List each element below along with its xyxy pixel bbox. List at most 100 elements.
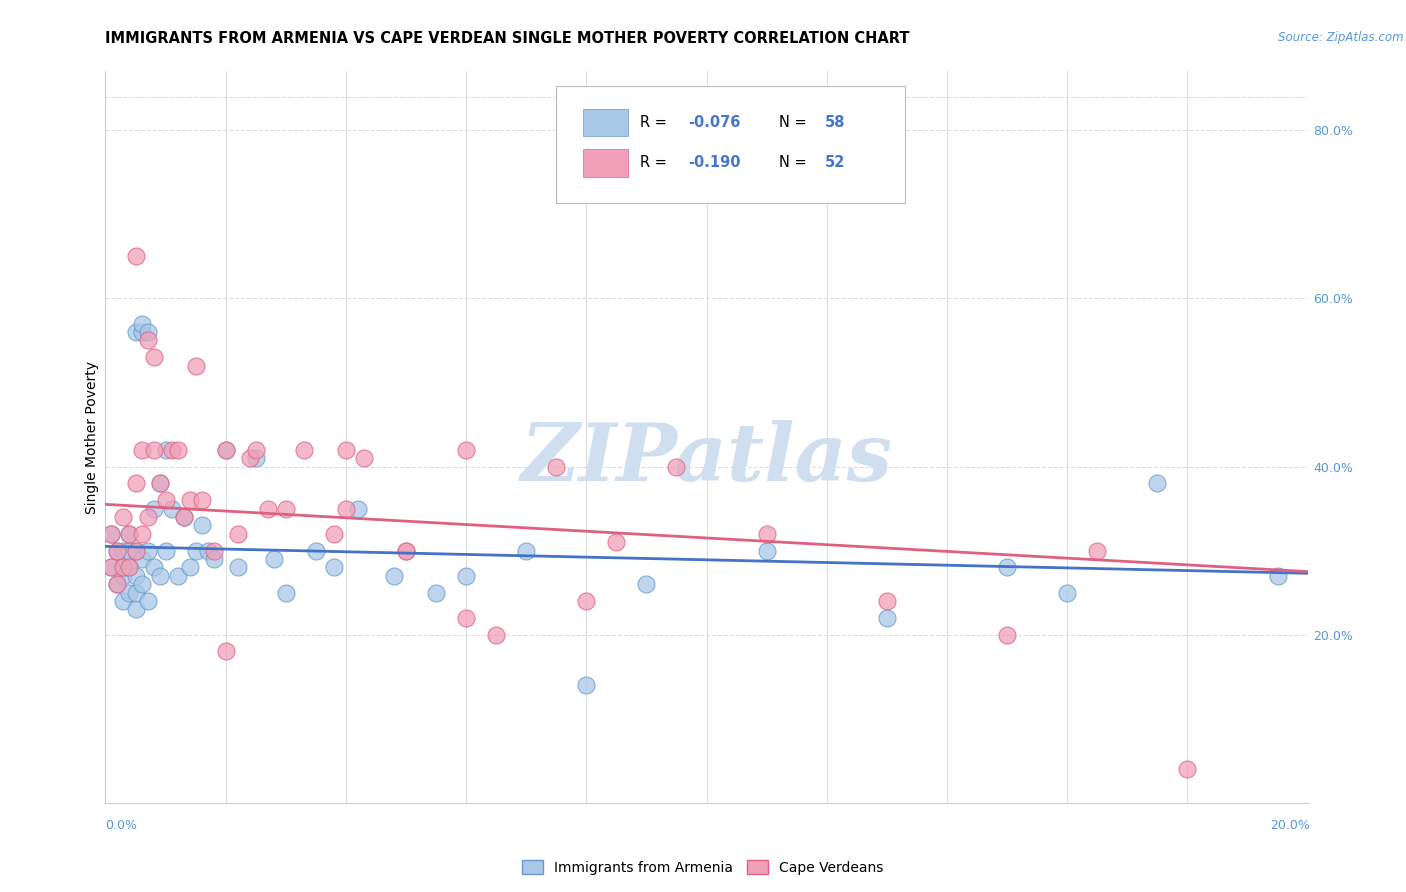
Point [112,560,135,574]
Point [184,543,207,558]
Point [124,543,146,558]
Point [876,611,898,625]
FancyBboxPatch shape [557,86,905,203]
Point [485,627,508,641]
Point [202,543,225,558]
Text: N =: N = [779,155,811,170]
Point [263,552,285,566]
Point [124,325,146,339]
Point [118,526,141,541]
Point [118,526,141,541]
Point [226,526,249,541]
Point [112,560,135,574]
Text: ZIPatlas: ZIPatlas [520,420,893,498]
Point [112,594,135,608]
Text: Source: ZipAtlas.com: Source: ZipAtlas.com [1278,31,1403,45]
Point [124,602,146,616]
Point [124,585,146,599]
Text: 0.0%: 0.0% [105,819,138,831]
Point [112,510,135,524]
Point [274,501,297,516]
Point [107,577,129,591]
Point [876,594,898,608]
Point [184,359,207,373]
Point [755,543,778,558]
Point [131,317,153,331]
Y-axis label: Single Mother Poverty: Single Mother Poverty [84,360,98,514]
Point [142,560,165,574]
Point [1085,543,1108,558]
Point [179,493,201,508]
Point [173,510,195,524]
Point [124,543,146,558]
Point [575,594,598,608]
Point [155,493,177,508]
Text: 20.0%: 20.0% [1271,819,1310,831]
Point [142,501,165,516]
Point [755,526,778,541]
Point [214,442,236,457]
Point [142,442,165,457]
Point [214,442,236,457]
Point [322,526,344,541]
Point [160,442,183,457]
Point [118,560,141,574]
Point [190,493,212,508]
Point [347,501,370,516]
Point [118,585,141,599]
Point [166,569,188,583]
Point [148,476,170,491]
Point [112,543,135,558]
Point [395,543,418,558]
Point [575,678,598,692]
Point [665,459,688,474]
Point [425,585,447,599]
Point [636,577,658,591]
Point [124,569,146,583]
Point [124,476,146,491]
Point [226,560,249,574]
Point [100,526,122,541]
Point [160,501,183,516]
Point [131,526,153,541]
Point [100,526,122,541]
Text: 58: 58 [824,115,845,130]
Point [131,325,153,339]
Point [395,543,418,558]
Point [454,611,477,625]
Text: 52: 52 [824,155,845,170]
Point [136,325,159,339]
Point [995,560,1018,574]
Point [166,442,188,457]
Point [605,535,627,549]
Point [1267,569,1289,583]
Point [107,577,129,591]
Point [155,442,177,457]
Text: N =: N = [779,115,811,130]
Point [136,543,159,558]
Point [353,451,375,466]
Point [1175,762,1198,776]
Point [335,442,357,457]
Point [148,476,170,491]
Point [124,249,146,263]
Text: IMMIGRANTS FROM ARMENIA VS CAPE VERDEAN SINGLE MOTHER POVERTY CORRELATION CHART: IMMIGRANTS FROM ARMENIA VS CAPE VERDEAN … [105,31,910,46]
Point [214,644,236,658]
Point [454,569,477,583]
Point [454,442,477,457]
Point [131,577,153,591]
Point [995,627,1018,641]
Point [107,543,129,558]
Point [131,442,153,457]
Point [515,543,537,558]
Point [173,510,195,524]
Point [382,569,405,583]
Point [136,510,159,524]
Point [245,442,267,457]
Point [239,451,262,466]
Point [546,459,568,474]
Point [1146,476,1168,491]
Point [245,451,267,466]
Point [131,552,153,566]
FancyBboxPatch shape [582,109,628,136]
